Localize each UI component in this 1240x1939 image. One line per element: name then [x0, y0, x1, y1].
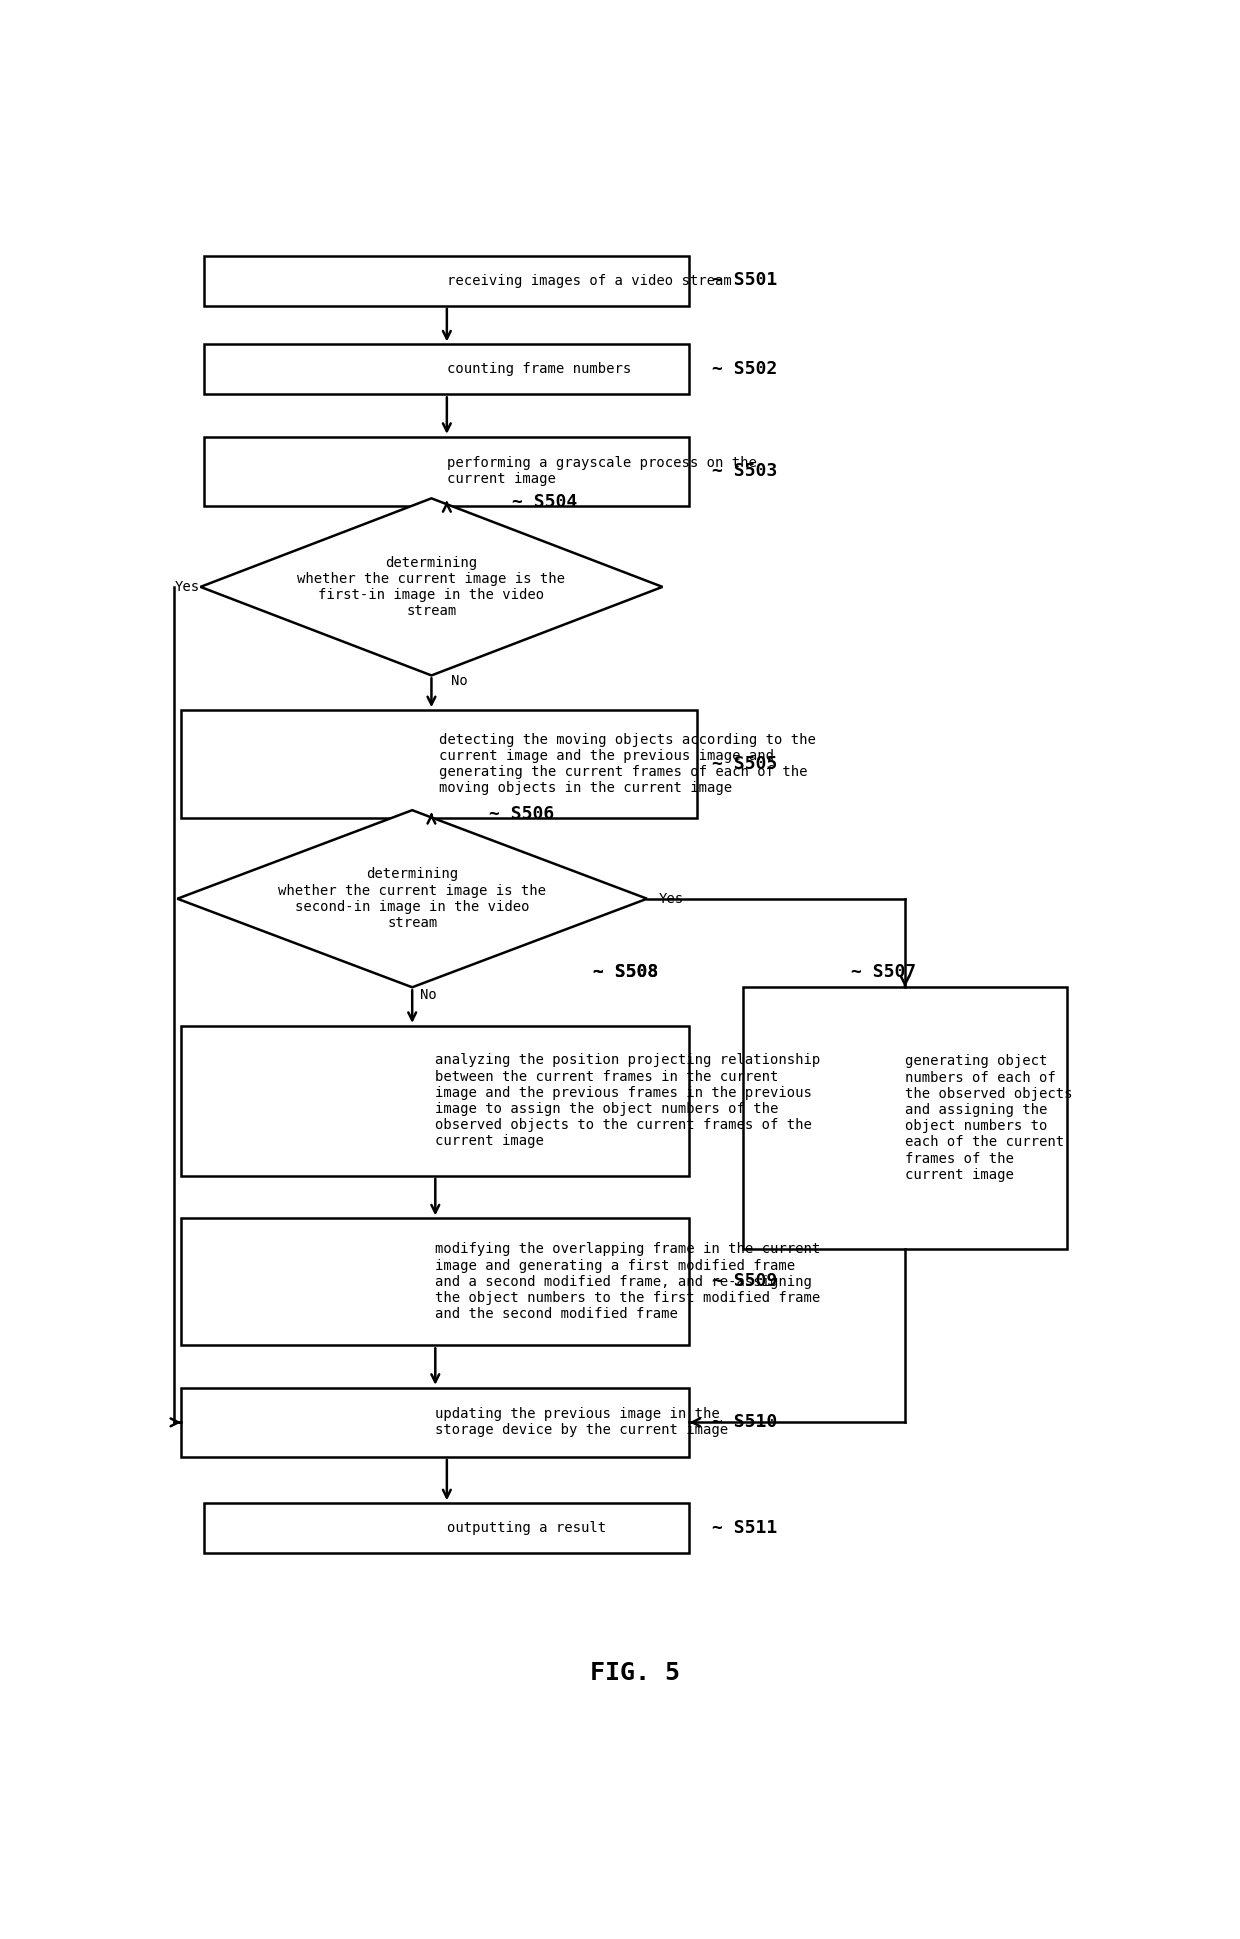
Bar [205, 436, 689, 506]
Text: determining
whether the current image is the
first-in image in the video
stream: determining whether the current image is… [298, 556, 565, 619]
Text: ~ S509: ~ S509 [713, 1272, 777, 1291]
Text: generating object
numbers of each of
the observed objects
and assigning the
obje: generating object numbers of each of the… [905, 1055, 1073, 1183]
Text: Yes: Yes [175, 580, 200, 593]
Bar [181, 1388, 689, 1456]
Bar [205, 1503, 689, 1553]
Text: ~ S510: ~ S510 [713, 1414, 777, 1431]
Text: No: No [450, 675, 467, 688]
Text: ~ S503: ~ S503 [713, 461, 777, 481]
Text: ~ S506: ~ S506 [490, 805, 554, 822]
Text: counting frame numbers: counting frame numbers [446, 363, 631, 376]
Bar [181, 710, 697, 818]
Polygon shape [201, 498, 662, 675]
Text: ~ S502: ~ S502 [713, 361, 777, 378]
Text: modifying the overlapping frame in the current
image and generating a first modi: modifying the overlapping frame in the c… [435, 1243, 821, 1320]
Bar [205, 345, 689, 394]
Text: ~ S504: ~ S504 [512, 493, 578, 512]
Text: receiving images of a video stream: receiving images of a video stream [446, 273, 732, 287]
Text: ~ S508: ~ S508 [593, 964, 658, 981]
Text: ~ S505: ~ S505 [713, 754, 777, 774]
Text: ~ S501: ~ S501 [713, 271, 777, 289]
Text: performing a grayscale process on the
current image: performing a grayscale process on the cu… [446, 456, 756, 487]
Text: FIG. 5: FIG. 5 [590, 1660, 681, 1685]
Text: ~ S507: ~ S507 [851, 964, 916, 981]
Text: determining
whether the current image is the
second-in image in the video
stream: determining whether the current image is… [278, 867, 546, 931]
Bar [205, 256, 689, 306]
Text: Yes: Yes [658, 892, 683, 906]
Text: updating the previous image in the
storage device by the current image: updating the previous image in the stora… [435, 1408, 728, 1437]
Text: detecting the moving objects according to the
current image and the previous ima: detecting the moving objects according t… [439, 733, 816, 795]
Bar [181, 1218, 689, 1346]
Text: No: No [420, 989, 436, 1002]
Bar [181, 1026, 689, 1175]
Polygon shape [177, 811, 647, 987]
Text: outputting a result: outputting a result [446, 1522, 606, 1536]
Text: analyzing the position projecting relationship
between the current frames in the: analyzing the position projecting relati… [435, 1053, 821, 1148]
Bar [743, 987, 1066, 1249]
Text: ~ S508: ~ S508 [593, 964, 658, 981]
Text: ~ S511: ~ S511 [713, 1518, 777, 1538]
